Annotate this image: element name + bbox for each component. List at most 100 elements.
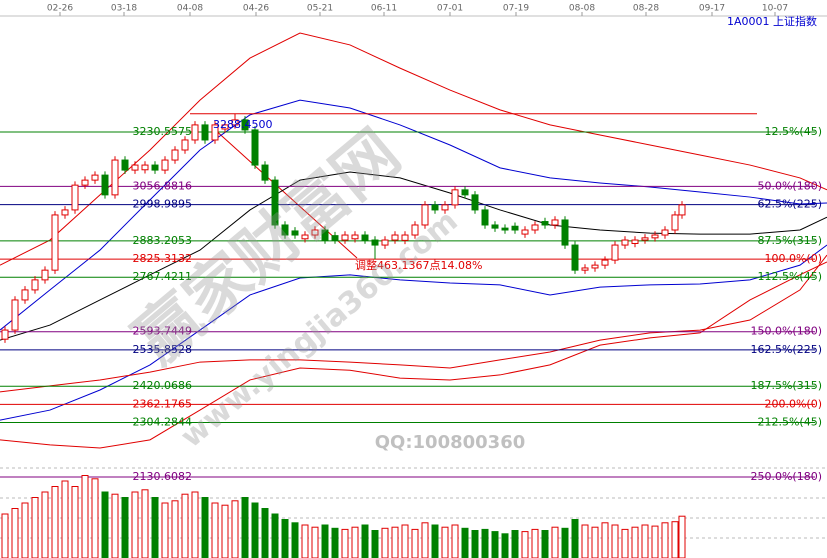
level-value-label: 2767.4211 xyxy=(133,270,193,283)
volume-bar xyxy=(641,524,649,558)
volume-bar xyxy=(91,478,99,558)
volume-bar xyxy=(361,524,369,558)
volume-bar xyxy=(481,528,489,558)
candle-body xyxy=(171,149,179,161)
candle-body xyxy=(581,267,589,271)
level-ratio-label: 50.0%(180) xyxy=(757,179,822,192)
candle-body xyxy=(211,124,219,141)
candle-body xyxy=(321,229,329,241)
x-tick-label: 10-07 xyxy=(762,4,788,14)
level-ratio-label: 100.0%(0) xyxy=(764,252,822,265)
candle-body xyxy=(471,194,479,211)
volume-bar xyxy=(561,527,569,558)
candle-body xyxy=(21,289,29,301)
candle-body xyxy=(231,119,239,126)
candle-body xyxy=(391,234,399,241)
candle-body xyxy=(151,164,159,171)
x-tick-label: 08-28 xyxy=(633,4,659,14)
volume-bar xyxy=(211,502,219,558)
volume-bar xyxy=(471,530,479,558)
candle-body xyxy=(271,179,279,226)
volume-bar xyxy=(491,531,499,558)
volume-bar xyxy=(441,526,449,558)
candle-body xyxy=(661,229,669,236)
volume-bar xyxy=(601,522,609,558)
watermark: QQ:100800360 xyxy=(375,432,526,453)
candle-body xyxy=(541,221,549,226)
x-tick-label: 02-26 xyxy=(47,4,73,14)
ma-line xyxy=(0,254,827,393)
volume-bar xyxy=(571,519,579,558)
ma-line xyxy=(0,32,827,266)
candle-body xyxy=(91,174,99,181)
volume-bar xyxy=(501,533,509,558)
volume-bar xyxy=(591,526,599,558)
candle-body xyxy=(291,230,299,236)
volume-bar xyxy=(51,486,59,558)
level-value-label: 2420.0686 xyxy=(133,379,193,392)
x-tick-label: 04-26 xyxy=(243,4,269,14)
volume-bar xyxy=(151,497,159,558)
x-tick-label: 03-18 xyxy=(111,4,137,14)
volume-bar xyxy=(671,521,679,558)
candle-body xyxy=(361,234,369,241)
volume-bar xyxy=(11,508,19,558)
candle-body xyxy=(71,184,79,211)
volume-bar xyxy=(451,524,459,558)
candle-body xyxy=(201,124,209,141)
level-value-label: 2883.2053 xyxy=(133,234,193,247)
level-ratio-label: 250.0%(180) xyxy=(750,470,822,483)
volume-bar xyxy=(351,526,359,558)
volume-bar xyxy=(31,497,39,558)
candle-body xyxy=(331,235,339,241)
level-ratio-label: 162.5%(225) xyxy=(750,343,822,356)
x-tick-label: 07-19 xyxy=(503,4,529,14)
volume-bar xyxy=(421,522,429,558)
level-value-label: 2593.7449 xyxy=(133,325,193,338)
ma-line xyxy=(0,171,827,341)
volume-bar xyxy=(301,524,309,558)
volume-bar xyxy=(341,528,349,558)
volume-bar xyxy=(1,513,9,558)
volume-bar xyxy=(511,530,519,558)
volume-bar xyxy=(631,526,639,558)
candle-body xyxy=(651,234,659,239)
candle-body xyxy=(531,224,539,231)
volume-bar xyxy=(611,524,619,558)
candle-body xyxy=(161,159,169,171)
candle-body xyxy=(121,159,129,171)
candle-body xyxy=(251,129,259,166)
candle-body xyxy=(621,239,629,246)
level-value-label: 2130.6082 xyxy=(133,470,193,483)
ma-line xyxy=(0,99,827,331)
candle-body xyxy=(351,234,359,240)
volume-bar xyxy=(291,522,299,558)
candle-body xyxy=(481,209,489,226)
candle-body xyxy=(221,124,229,130)
candle-body xyxy=(11,299,19,331)
ma-line xyxy=(0,244,827,421)
volume-bar xyxy=(431,524,439,558)
volume-bar xyxy=(521,531,529,558)
volume-bar xyxy=(71,486,79,558)
volume-bar xyxy=(401,524,409,558)
candle-body xyxy=(631,239,639,244)
candle-body xyxy=(431,204,439,211)
candle-body xyxy=(301,234,309,240)
level-ratio-label: 200.0%(0) xyxy=(764,397,822,410)
chart-title: 1A0001 上证指数 xyxy=(727,14,817,28)
volume-bar xyxy=(381,527,389,558)
volume-bar xyxy=(391,526,399,558)
x-tick-label: 09-17 xyxy=(699,4,725,14)
candle-body xyxy=(191,124,199,141)
volume-bar xyxy=(41,491,49,558)
volume-bar xyxy=(621,528,629,558)
volume-bar xyxy=(411,528,419,558)
level-ratio-label: 212.5%(45) xyxy=(757,416,822,429)
volume-bar xyxy=(531,528,539,558)
level-value-label: 2825.3132 xyxy=(133,252,193,265)
volume-bar xyxy=(251,502,259,558)
candle-body xyxy=(371,239,379,246)
